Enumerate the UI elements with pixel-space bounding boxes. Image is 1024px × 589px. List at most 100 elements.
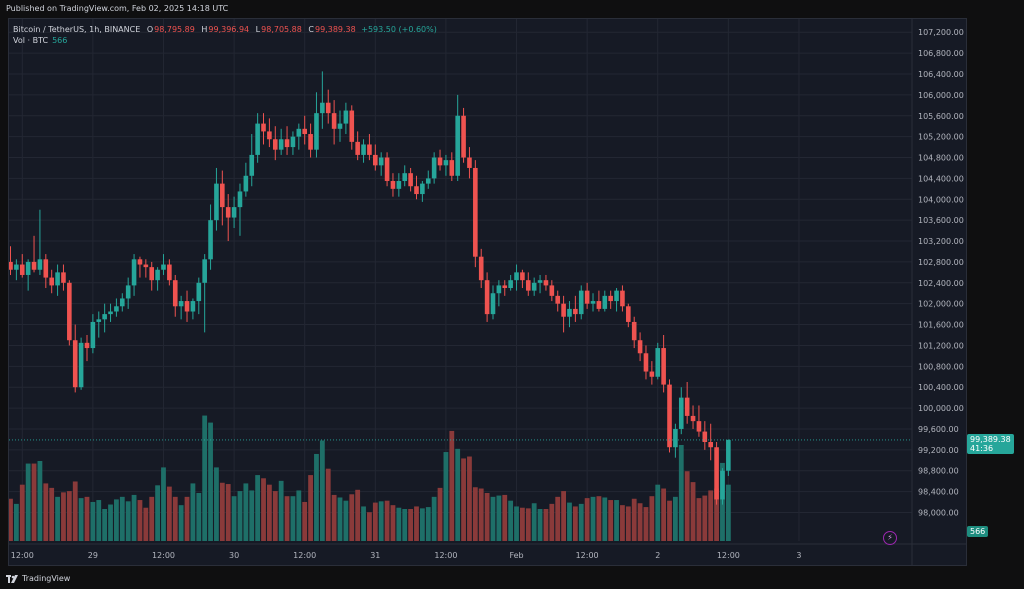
candle-body[interactable] — [108, 311, 113, 315]
volume-bar[interactable] — [137, 500, 143, 541]
candle-body[interactable] — [261, 123, 266, 132]
volume-bar[interactable] — [725, 484, 731, 541]
candle-body[interactable] — [43, 259, 49, 278]
candle-body[interactable] — [555, 295, 561, 304]
candle-body[interactable] — [496, 285, 502, 294]
candle-body[interactable] — [114, 306, 119, 312]
volume-bar[interactable] — [408, 509, 414, 541]
candle-body[interactable] — [208, 220, 213, 260]
candle-body[interactable] — [367, 144, 372, 155]
candle-body[interactable] — [72, 340, 78, 388]
candle-body[interactable] — [361, 144, 366, 155]
candle-body[interactable] — [296, 128, 302, 137]
volume-bar[interactable] — [596, 496, 602, 541]
candle-body[interactable] — [337, 123, 343, 129]
candle-body[interactable] — [284, 139, 290, 148]
volume-bar[interactable] — [308, 475, 313, 541]
volume-bar[interactable] — [84, 496, 90, 541]
volume-bar[interactable] — [584, 498, 590, 541]
volume-bar[interactable] — [472, 487, 478, 541]
candle-body[interactable] — [161, 264, 166, 270]
candle-body[interactable] — [543, 280, 549, 286]
volume-bar[interactable] — [108, 504, 113, 541]
candle-body[interactable] — [190, 301, 196, 312]
candle-body[interactable] — [119, 298, 125, 307]
candle-body[interactable] — [437, 157, 443, 166]
candle-body[interactable] — [708, 442, 713, 448]
candle-body[interactable] — [343, 110, 349, 124]
candle-body[interactable] — [690, 415, 696, 422]
candle-body[interactable] — [37, 259, 43, 270]
volume-bar[interactable] — [561, 491, 566, 541]
candle-body[interactable] — [726, 439, 731, 471]
candle-body[interactable] — [478, 256, 484, 281]
candle-body[interactable] — [396, 181, 402, 189]
volume-bar[interactable] — [31, 463, 37, 541]
volume-bar[interactable] — [478, 488, 484, 541]
volume-bar[interactable] — [655, 484, 661, 541]
volume-bar[interactable] — [555, 496, 561, 541]
volume-bar[interactable] — [678, 445, 684, 541]
volume-bar[interactable] — [249, 490, 255, 541]
candle-body[interactable] — [584, 290, 590, 304]
candle-body[interactable] — [131, 259, 137, 286]
volume-bar[interactable] — [684, 471, 690, 541]
volume-bar[interactable] — [166, 486, 172, 541]
volume-bar[interactable] — [620, 505, 625, 541]
volume-bar[interactable] — [196, 493, 202, 541]
volume-bar[interactable] — [25, 463, 31, 541]
candle-body[interactable] — [278, 139, 284, 150]
volume-bar[interactable] — [643, 507, 649, 541]
volume-bar[interactable] — [172, 496, 178, 541]
candle-body[interactable] — [9, 261, 13, 270]
volume-bar[interactable] — [602, 497, 608, 541]
volume-bar[interactable] — [449, 430, 455, 541]
volume-bar[interactable] — [490, 496, 496, 541]
volume-bar[interactable] — [531, 503, 537, 541]
volume-bar[interactable] — [496, 495, 502, 541]
volume-bar[interactable] — [431, 496, 437, 541]
candle-body[interactable] — [220, 183, 225, 208]
volume-bar[interactable] — [261, 478, 266, 541]
candle-body[interactable] — [202, 259, 207, 283]
volume-bar[interactable] — [508, 500, 514, 541]
candle-body[interactable] — [449, 160, 455, 176]
candle-body[interactable] — [531, 282, 537, 291]
volume-bar[interactable] — [208, 422, 213, 541]
candle-body[interactable] — [78, 342, 84, 388]
candle-body[interactable] — [172, 280, 178, 307]
candle-body[interactable] — [55, 272, 60, 286]
volume-bar[interactable] — [672, 496, 678, 541]
volume-bar[interactable] — [37, 461, 43, 541]
volume-bar[interactable] — [402, 509, 408, 541]
candle-body[interactable] — [520, 272, 525, 281]
volume-bar[interactable] — [319, 440, 325, 541]
volume-bar[interactable] — [378, 501, 384, 541]
candle-body[interactable] — [267, 131, 272, 140]
volume-bar[interactable] — [337, 497, 343, 541]
candle-body[interactable] — [49, 277, 54, 286]
candle-body[interactable] — [420, 183, 425, 195]
candle-body[interactable] — [331, 113, 337, 129]
candle-body[interactable] — [90, 321, 96, 349]
candle-body[interactable] — [673, 428, 678, 448]
candle-body[interactable] — [237, 191, 243, 208]
candle-body[interactable] — [355, 141, 360, 155]
volume-bar[interactable] — [443, 452, 449, 541]
candle-body[interactable] — [590, 301, 596, 304]
candle-body[interactable] — [467, 157, 472, 168]
candle-body[interactable] — [243, 175, 249, 192]
candle-body[interactable] — [155, 269, 160, 281]
candle-body[interactable] — [461, 115, 466, 158]
volume-bar[interactable] — [625, 506, 631, 541]
candle-body[interactable] — [184, 301, 190, 312]
volume-bar[interactable] — [314, 453, 319, 541]
volume-bar[interactable] — [461, 458, 466, 541]
volume-bar[interactable] — [543, 509, 549, 541]
candle-body[interactable] — [408, 173, 413, 187]
candle-body[interactable] — [549, 285, 555, 296]
candle-body[interactable] — [61, 272, 66, 283]
volume-bar[interactable] — [49, 487, 55, 541]
candle-body[interactable] — [196, 282, 202, 302]
chart-panel[interactable]: 98,000.00 98,400.00 98,800.00 99,200.00 99,6… — [8, 18, 967, 566]
